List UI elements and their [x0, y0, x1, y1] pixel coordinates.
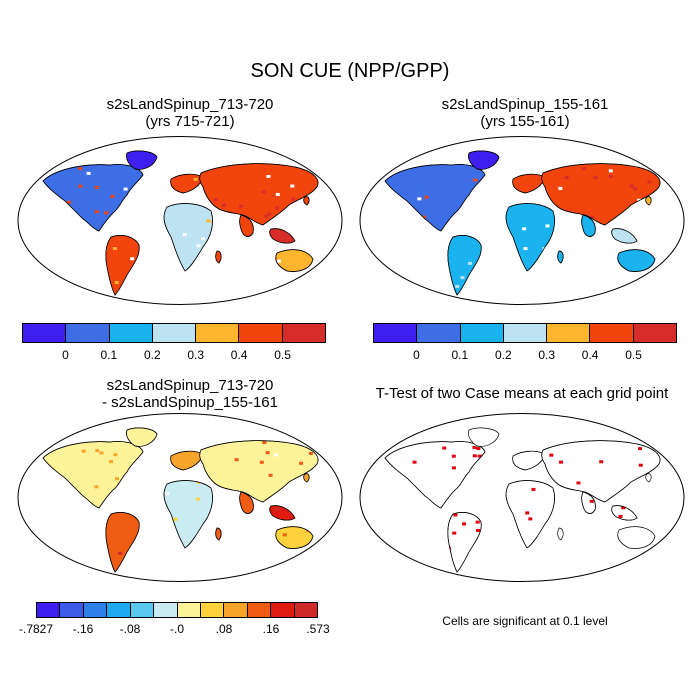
colorbar-tick-label: -.0: [169, 622, 185, 636]
continent-greenland: [468, 427, 500, 447]
colorbar-swatch: [590, 324, 634, 342]
panel-title-diff: s2sLandSpinup_713-720 - s2sLandSpinup_15…: [30, 377, 350, 411]
colorbar-tick-label: 0.1: [451, 348, 469, 362]
panel-title-case1-line2: (yrs 715-721): [145, 113, 235, 130]
colorbar-swatch: [547, 324, 591, 342]
continent-japan: [645, 473, 652, 483]
colorbar-swatch: [224, 603, 248, 617]
colorbar-swatch: [130, 603, 155, 617]
colorbar-tick-label: .08: [215, 622, 233, 636]
panel-title-diff-line2: - s2sLandSpinup_155-161: [102, 394, 278, 411]
colorbar-swatch: [417, 324, 461, 342]
continent-newZealand: [321, 274, 327, 284]
colorbar-swatch: [503, 324, 548, 342]
panel-title-case1-line1: s2sLandSpinup_713-720: [106, 96, 274, 113]
ttest-note: Cells are significant at 0.1 level: [442, 614, 608, 628]
colorbar-swatch: [177, 603, 201, 617]
continent-northAmerica: [42, 441, 144, 509]
panel-title-case1: s2sLandSpinup_713-720 (yrs 715-721): [30, 96, 350, 130]
colorbar-swatch: [152, 324, 197, 342]
colorbar-tick-label: -.08: [119, 622, 141, 636]
continent-southAmerica: [105, 235, 140, 296]
colorbar-swatch: [196, 324, 240, 342]
colorbar-tick-label: -.7827: [18, 622, 54, 636]
colorbar-case2-ticks: 0 0.1 0.2 0.3 0.4 0.5: [373, 348, 677, 364]
panel-title-case2: s2sLandSpinup_155-161 (yrs 155-161): [365, 96, 685, 130]
panel-title-ttest: T-Test of two Case means at each grid po…: [357, 385, 687, 402]
colorbar-tick-label: 0.2: [494, 348, 512, 362]
colorbar-tick-label: 0.4: [230, 348, 248, 362]
continent-southAmerica: [105, 512, 140, 573]
colorbar-case1: [22, 323, 326, 343]
colorbar-tick-label: 0.5: [625, 348, 642, 362]
panel-title-case2-line2: (yrs 155-161): [480, 113, 570, 130]
colorbar-tick-label: 0.4: [581, 348, 599, 362]
colorbar-case2: [373, 323, 677, 343]
continent-madagascar: [557, 527, 564, 541]
colorbar-swatch: [37, 603, 61, 617]
continent-asia: [541, 440, 661, 503]
continent-northAmerica: [384, 441, 486, 509]
colorbar-diff: [36, 602, 318, 618]
continent-newZealand: [663, 274, 669, 284]
colorbar-swatch: [460, 324, 504, 342]
colorbar-tick-label: 0: [62, 348, 69, 362]
panel-title-case2-line1: s2sLandSpinup_155-161: [441, 96, 609, 113]
continent-southAmerica: [447, 235, 482, 296]
colorbar-swatch: [374, 324, 418, 342]
colorbar-tick-label: 0.5: [274, 348, 291, 362]
map-boundary: [17, 413, 343, 582]
colorbar-swatch: [282, 324, 325, 342]
map-case2: [359, 136, 685, 305]
colorbar-tick-label: 0.3: [187, 348, 205, 362]
colorbar-tick-label: .16: [262, 622, 280, 636]
map-ttest: [359, 413, 685, 582]
main-title: SON CUE (NPP/GPP): [250, 60, 450, 82]
colorbar-swatch: [247, 603, 272, 617]
map-boundary: [359, 136, 685, 305]
colorbar-tick-label: .573: [306, 622, 330, 636]
colorbar-swatch: [294, 603, 318, 617]
colorbar-diff-ticks: -.7827 -.16 -.08 -.0 .08 .16 .573: [19, 622, 330, 638]
colorbar-tick-label: 0.3: [538, 348, 556, 362]
map-boundary: [359, 413, 685, 582]
colorbar-tick-label: -.16: [72, 622, 94, 636]
map-boundary: [17, 136, 343, 305]
continent-northAmerica: [384, 164, 486, 232]
colorbar-swatch: [60, 603, 84, 617]
colorbar-tick-label: 0.1: [100, 348, 118, 362]
continent-newZealand: [663, 551, 669, 561]
map-diff: [17, 413, 343, 582]
colorbar-swatch: [154, 603, 178, 617]
continent-australia: [617, 526, 656, 549]
colorbar-swatch: [239, 324, 283, 342]
panel-title-diff-line1: s2sLandSpinup_713-720: [106, 377, 274, 394]
colorbar-swatch: [107, 603, 131, 617]
map-case1: [17, 136, 343, 305]
colorbar-swatch: [66, 324, 110, 342]
continent-asia: [199, 163, 319, 226]
colorbar-swatch: [23, 324, 67, 342]
colorbar-swatch: [633, 324, 676, 342]
continent-newZealand: [321, 551, 327, 561]
colorbar-swatch: [271, 603, 295, 617]
colorbar-tick-label: 0.2: [143, 348, 161, 362]
continent-asia: [199, 440, 319, 503]
colorbar-case1-ticks: 0 0.1 0.2 0.3 0.4 0.5: [22, 348, 326, 364]
continent-northAmerica: [42, 164, 144, 232]
colorbar-swatch: [109, 324, 153, 342]
continent-asia: [541, 163, 661, 226]
colorbar-tick-label: 0: [413, 348, 420, 362]
colorbar-swatch: [200, 603, 225, 617]
panel-title-ttest-line1: T-Test of two Case means at each grid po…: [375, 385, 669, 402]
colorbar-swatch: [83, 603, 108, 617]
